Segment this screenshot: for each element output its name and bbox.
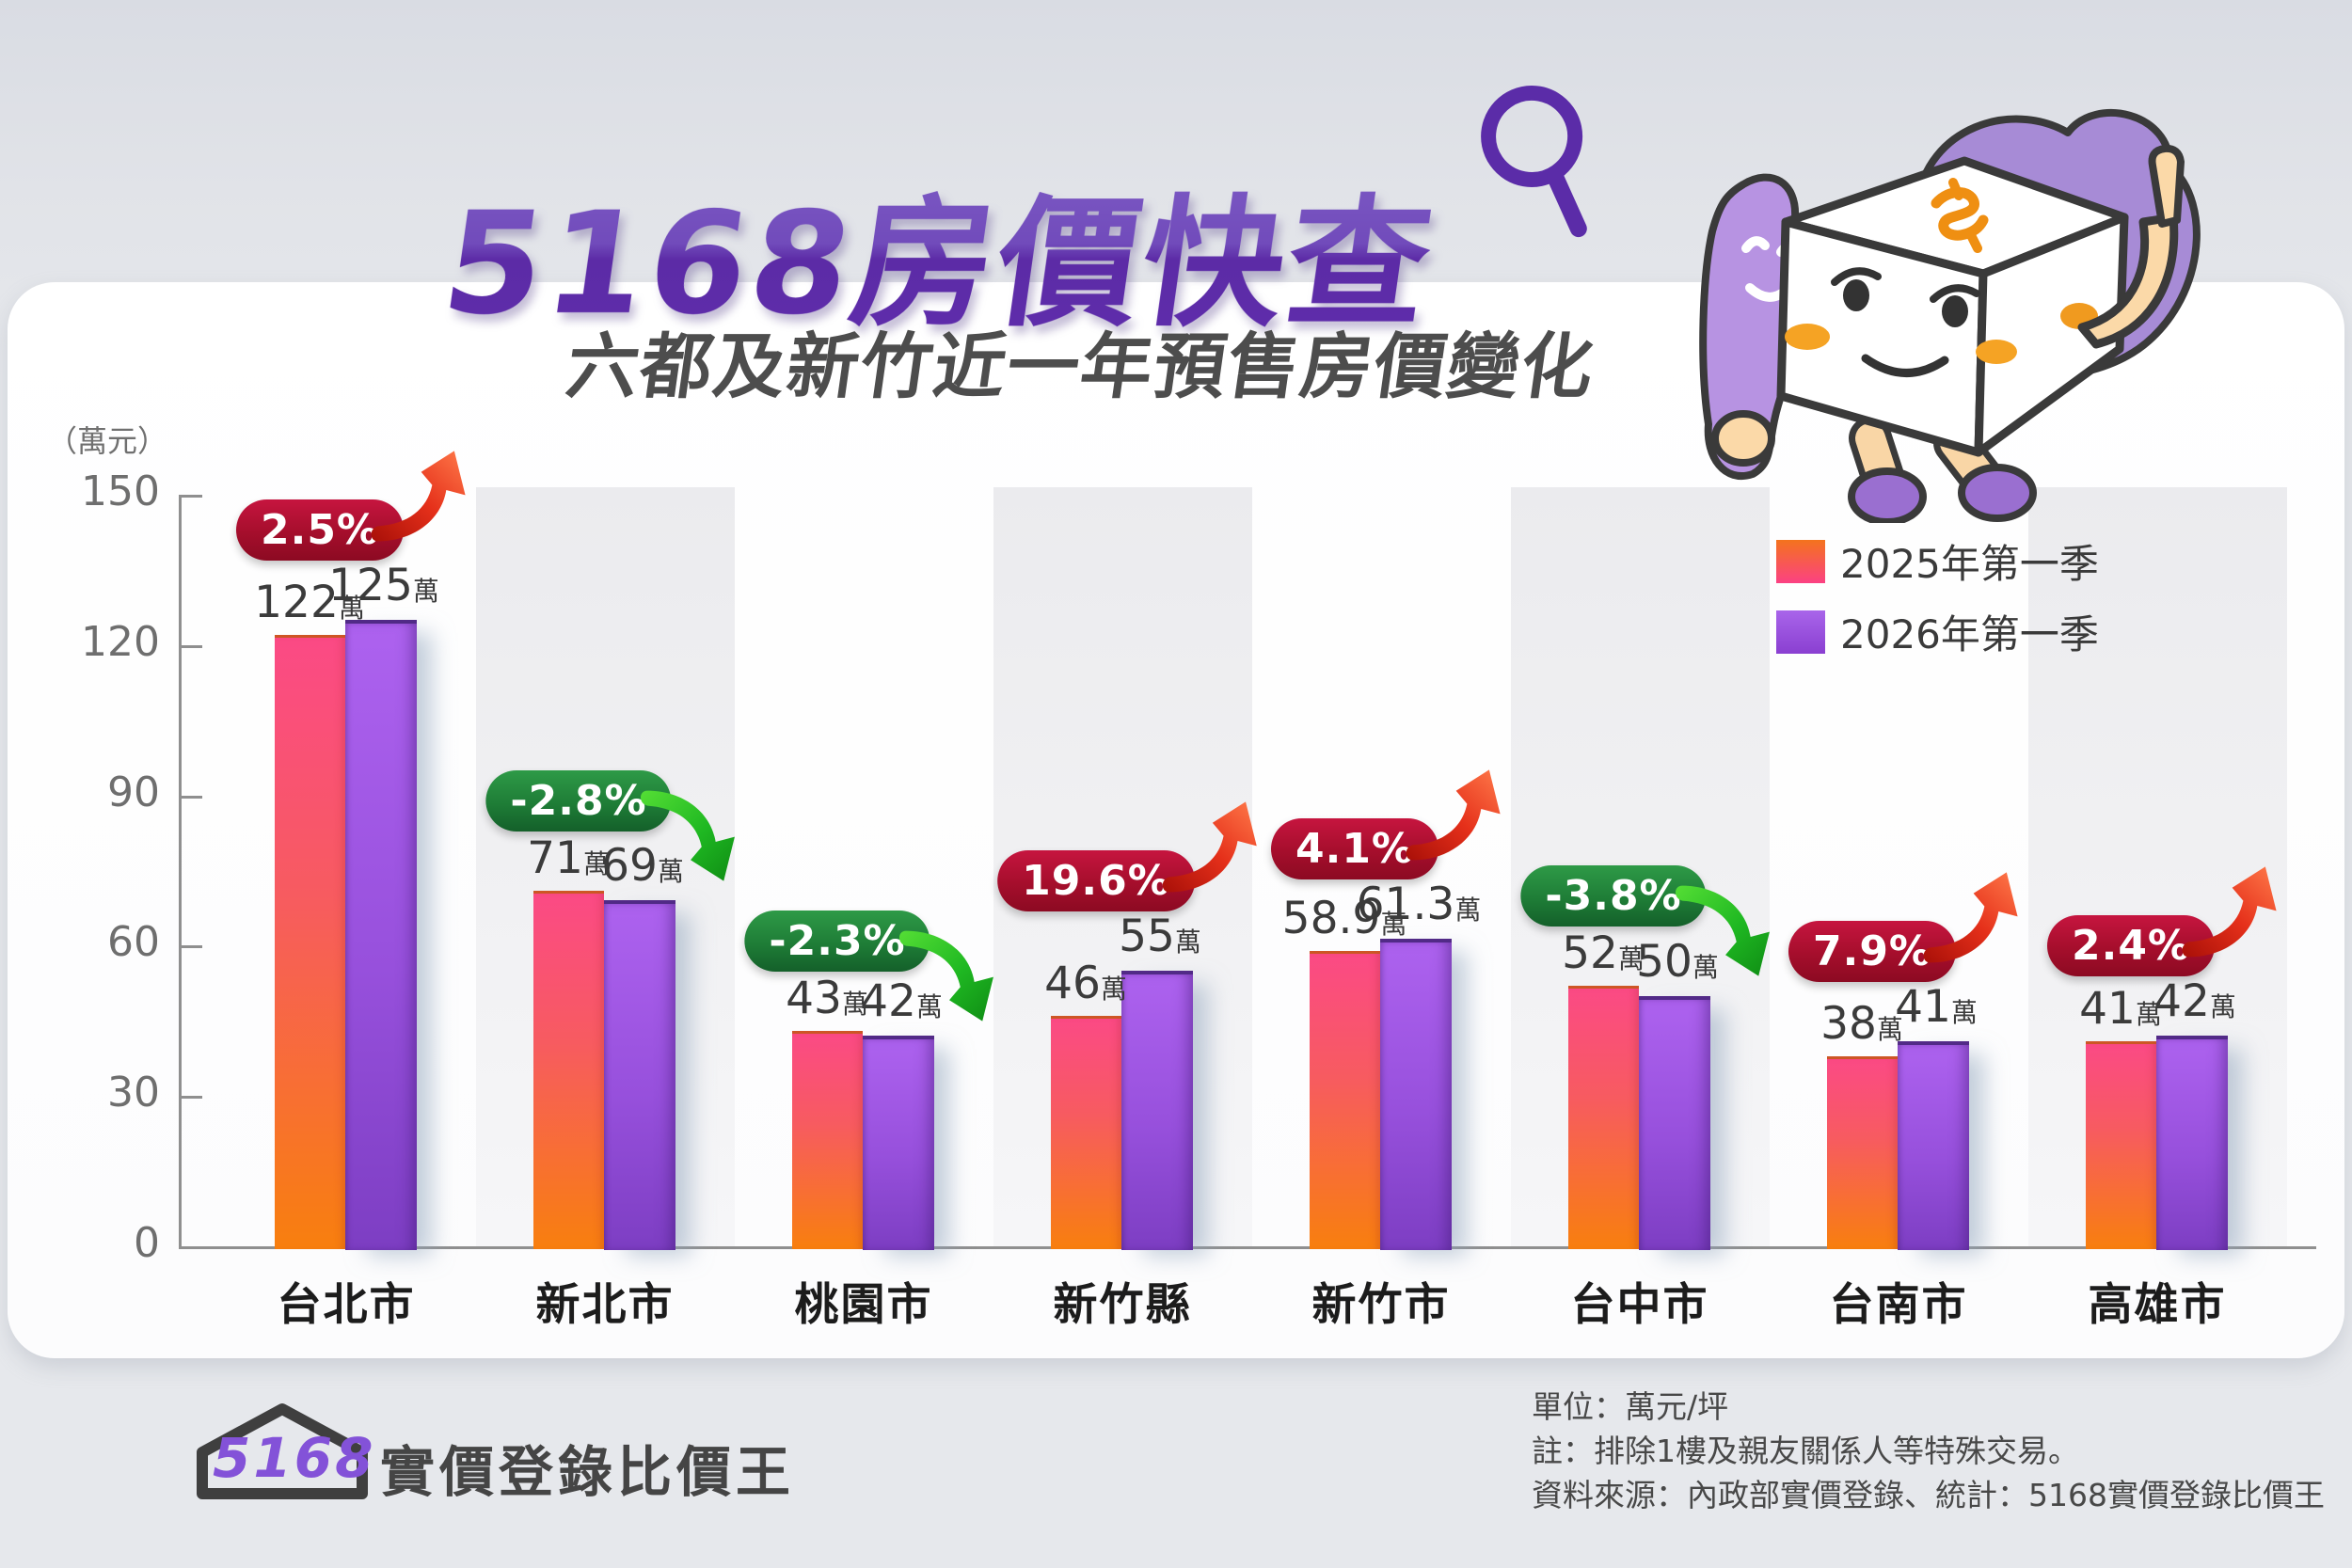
bar-2025-新竹市 xyxy=(1310,951,1380,1249)
boot xyxy=(1848,467,1927,523)
trend-up-arrow-icon xyxy=(2182,866,2277,958)
pointing-finger xyxy=(2148,144,2185,228)
legend-label: 2026年第一季 xyxy=(1840,611,2099,657)
bar-2026-桃園市 xyxy=(863,1036,934,1250)
value-label: 61.3萬 xyxy=(1356,879,1482,931)
trend-up-arrow-icon xyxy=(1923,871,2018,962)
x-axis-line xyxy=(179,1246,2316,1249)
bar-2026-台南市 xyxy=(1898,1040,1969,1250)
bar-2026-新北市 xyxy=(604,900,675,1250)
change-badge-新北市: -2.8% xyxy=(485,769,736,881)
value-label: 41萬 xyxy=(1895,980,1978,1033)
logo-5168: 5168 xyxy=(213,1426,376,1490)
value-label: 55萬 xyxy=(1119,911,1201,963)
trend-down-arrow-icon xyxy=(641,790,736,881)
value-label: 69萬 xyxy=(601,840,684,893)
y-axis-unit-label: （萬元） xyxy=(47,423,168,459)
x-axis-label-新北市: 新北市 xyxy=(535,1279,675,1331)
legend-label: 2025年第一季 xyxy=(1840,541,2099,587)
x-axis-label-桃園市: 桃園市 xyxy=(794,1279,933,1331)
x-axis-label-新竹縣: 新竹縣 xyxy=(1053,1279,1192,1331)
change-percent: 7.9% xyxy=(1788,920,1957,982)
bar-2026-台中市 xyxy=(1639,995,1710,1250)
value-label: 43萬 xyxy=(786,972,868,1024)
y-axis-line xyxy=(179,495,182,1249)
y-axis-tick-label: 60 xyxy=(107,918,160,967)
bar-2025-新竹縣 xyxy=(1051,1015,1121,1249)
boot xyxy=(1958,464,2037,522)
trend-up-arrow-icon xyxy=(1162,801,1257,893)
value-label: 52萬 xyxy=(1562,927,1645,979)
house-logo-icon xyxy=(197,1403,368,1499)
y-axis-tick xyxy=(182,644,202,648)
trend-down-arrow-icon xyxy=(899,930,994,1022)
change-badge-台北市: 2.5% xyxy=(235,451,466,562)
x-axis-label-台中市: 台中市 xyxy=(1570,1279,1709,1331)
trend-up-arrow-icon xyxy=(371,451,466,542)
y-axis-tick-label: 150 xyxy=(81,467,160,515)
y-axis-tick xyxy=(182,945,202,949)
y-axis-tick-label: 90 xyxy=(107,768,160,816)
change-badge-台中市: -3.8% xyxy=(1520,865,1771,976)
value-label: 38萬 xyxy=(1820,997,1903,1050)
value-label: 41萬 xyxy=(2079,982,2162,1035)
x-axis-label-新竹市: 新竹市 xyxy=(1311,1279,1451,1331)
legend-item: 2026年第一季 xyxy=(1776,603,2099,660)
change-badge-桃園市: -2.3% xyxy=(744,910,994,1022)
y-axis-tick-label: 120 xyxy=(81,617,160,666)
chart-subtitle: 六都及新竹近一年預售房價變化 xyxy=(561,325,1601,408)
note-source: 資料來源：內政部實價登錄、統計：5168實價登錄比價王 xyxy=(1532,1477,2325,1513)
bar-2026-新竹市 xyxy=(1380,939,1452,1250)
value-label: 50萬 xyxy=(1636,935,1719,988)
bar-2025-台北市 xyxy=(275,635,345,1249)
legend-item: 2025年第一季 xyxy=(1776,532,2099,590)
value-label: 42萬 xyxy=(860,975,943,1028)
bar-2025-高雄市 xyxy=(2086,1040,2156,1249)
logo-brand-text: 實價登錄比價王 xyxy=(380,1440,796,1504)
note-exclusion: 註：排除1樓及親友關係人等特殊交易。 xyxy=(1532,1433,2079,1469)
note-unit: 單位：萬元/坪 xyxy=(1532,1388,1729,1425)
bar-2026-新竹縣 xyxy=(1121,971,1193,1250)
bar-2026-台北市 xyxy=(345,620,417,1250)
change-badge-新竹縣: 19.6% xyxy=(997,801,1257,912)
y-axis-tick-label: 0 xyxy=(134,1219,160,1267)
change-badge-高雄市: 2.4% xyxy=(2046,866,2277,977)
x-axis-label-台北市: 台北市 xyxy=(277,1279,416,1331)
value-label: 58.9萬 xyxy=(1281,893,1407,945)
change-badge-新竹市: 4.1% xyxy=(1270,769,1501,880)
legend-swatch xyxy=(1776,610,1825,654)
y-axis-tick xyxy=(182,795,202,799)
bar-2025-新北市 xyxy=(533,890,604,1249)
x-axis-label-台南市: 台南市 xyxy=(1829,1279,1968,1331)
change-percent: -2.8% xyxy=(485,769,672,832)
change-badge-台南市: 7.9% xyxy=(1788,871,2018,982)
bar-2025-台南市 xyxy=(1827,1055,1898,1249)
footer-notes: 單位：萬元/坪 註：排除1樓及親友關係人等特殊交易。 資料來源：內政部實價登錄、… xyxy=(1532,1385,2325,1517)
legend-swatch xyxy=(1776,539,1825,583)
x-axis-label-高雄市: 高雄市 xyxy=(2088,1279,2227,1331)
hand xyxy=(1711,410,1775,467)
magnifier-icon xyxy=(1481,85,1587,238)
value-label: 46萬 xyxy=(1044,957,1127,1009)
change-percent: -2.3% xyxy=(744,910,930,972)
change-percent: -3.8% xyxy=(1520,865,1707,927)
value-label: 42萬 xyxy=(2153,975,2236,1028)
change-percent: 4.1% xyxy=(1270,818,1439,880)
y-axis-tick xyxy=(182,495,202,498)
bar-2025-桃園市 xyxy=(792,1030,863,1249)
value-label: 71萬 xyxy=(527,832,610,884)
trend-down-arrow-icon xyxy=(1676,885,1771,976)
value-label: 122萬 xyxy=(254,577,365,629)
bar-2026-高雄市 xyxy=(2156,1036,2228,1250)
y-axis-tick xyxy=(182,1096,202,1100)
trend-up-arrow-icon xyxy=(1406,769,1501,861)
value-label: 125萬 xyxy=(328,560,439,612)
chart-legend: 2025年第一季 2026年第一季 xyxy=(1776,532,2099,660)
change-percent: 19.6% xyxy=(997,850,1195,912)
y-axis-tick-label: 30 xyxy=(107,1069,160,1117)
bar-2025-台中市 xyxy=(1568,986,1639,1249)
mascot-tofu-character xyxy=(1699,108,2201,523)
dollar-squiggle xyxy=(1931,187,1989,241)
